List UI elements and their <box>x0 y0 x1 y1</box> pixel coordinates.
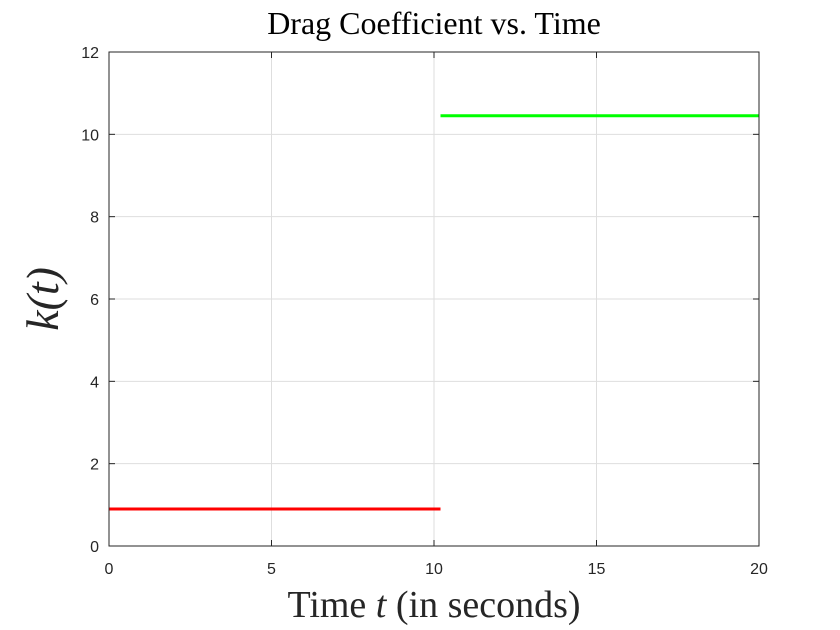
x-axis-label-prefix: Time <box>287 584 375 626</box>
y-tick-label: 12 <box>81 45 99 62</box>
tick-labels: 0 5 10 15 20 0 2 4 6 8 10 12 <box>81 45 768 578</box>
y-tick-label: 0 <box>90 539 99 556</box>
x-axis-label: Time t (in seconds) <box>287 584 580 626</box>
y-tick-label: 4 <box>90 374 99 391</box>
x-tick-label: 10 <box>425 561 443 578</box>
series-layer <box>109 114 759 511</box>
x-axis-label-variable: t <box>376 584 388 626</box>
y-tick-label: 8 <box>90 210 99 227</box>
x-tick-label: 15 <box>588 561 606 578</box>
y-tick-label: 6 <box>90 292 99 309</box>
x-tick-label: 0 <box>105 561 114 578</box>
chart-title: Drag Coefficient vs. Time <box>267 5 601 41</box>
y-tick-label: 10 <box>81 127 99 144</box>
ticks <box>108 51 760 547</box>
x-axis-label-suffix: (in seconds) <box>386 584 580 626</box>
y-tick-label: 2 <box>90 457 99 474</box>
x-tick-label: 20 <box>750 561 768 578</box>
x-tick-label: 5 <box>267 561 276 578</box>
y-axis-label: k(t) <box>17 267 68 331</box>
